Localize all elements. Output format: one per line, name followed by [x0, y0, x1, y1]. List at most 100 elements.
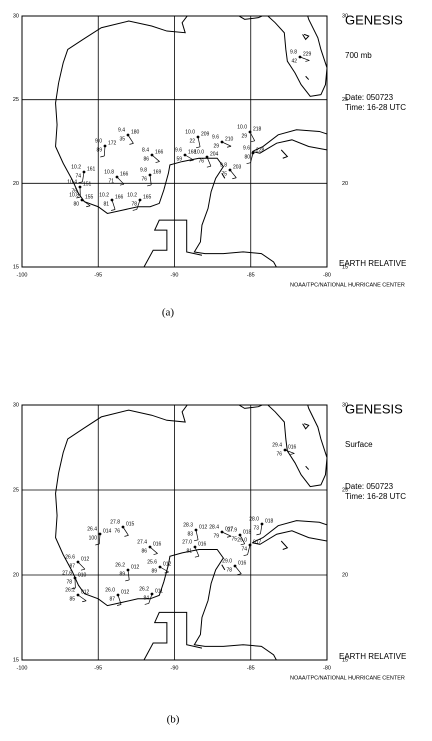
wind-barb: [251, 141, 255, 142]
station-value: 166: [115, 194, 124, 200]
station-value: 015: [126, 521, 135, 527]
credit: NOAA/TPC/NATIONAL HURRICANE CENTER: [290, 675, 405, 681]
y-tick-label: 20: [342, 572, 348, 578]
wind-barb: [198, 137, 200, 147]
station-value: 10.0: [194, 149, 204, 155]
station-value: 161: [87, 166, 96, 172]
station-plot: 9.8 229 42: [290, 49, 312, 64]
wind-barb: [120, 184, 124, 185]
station-value: 27.9: [227, 527, 237, 533]
station-value: 228: [256, 147, 265, 153]
station-value: 204: [210, 151, 219, 157]
station-value: 155: [85, 194, 94, 200]
station-value: 86: [143, 156, 149, 162]
wind-barb: [86, 206, 90, 207]
station-value: 9.8: [290, 49, 297, 55]
station-value: 012: [199, 524, 208, 530]
station-value: 87: [109, 596, 115, 602]
y-tick-label: 30: [13, 13, 19, 19]
station-value: 017: [253, 539, 262, 545]
wind-barb: [305, 60, 309, 61]
station-value: 79: [213, 533, 219, 539]
station-value: 28.3: [183, 522, 193, 528]
wind-barb: [117, 605, 121, 606]
station-value: 011: [155, 588, 163, 594]
station-value: 29.0: [222, 558, 232, 564]
station-value: 26.4: [87, 526, 97, 532]
wind-barb: [290, 453, 294, 454]
station-value: 016: [288, 444, 297, 450]
station-value: 26.2: [115, 562, 125, 568]
station-value: 10.8: [104, 169, 114, 175]
y-tick-label: 20: [13, 572, 19, 578]
station-value: 27.6: [62, 570, 72, 576]
station-value: 010: [78, 572, 87, 578]
frame-note: EARTH RELATIVE: [339, 652, 406, 661]
station-value: 014: [103, 528, 112, 534]
wind-barb: [241, 544, 245, 545]
station-value: 012: [81, 556, 90, 562]
station-value: 100: [89, 535, 98, 541]
wind-barb: [256, 534, 260, 535]
x-tick-label: -80: [323, 272, 331, 278]
wind-barb: [112, 200, 115, 210]
station-value: 169: [153, 169, 162, 175]
station-value: 151: [83, 181, 92, 187]
station-value: 81: [103, 201, 109, 207]
station-value: 28.4: [209, 524, 219, 530]
station-value: 89: [119, 571, 125, 577]
station-value: 26.2: [65, 587, 75, 593]
wind-barb: [78, 595, 86, 601]
station-value: 80: [244, 154, 250, 160]
station-value: 81: [186, 548, 192, 554]
wind-barb: [230, 170, 236, 178]
station-value: 229: [303, 51, 312, 57]
x-tick-label: -100: [16, 665, 27, 671]
station-value: 210: [225, 136, 234, 142]
time: Time: 16-28 UTC: [345, 103, 406, 112]
station-value: 180: [131, 129, 140, 135]
station-value: 29: [213, 143, 219, 149]
wind-barb: [78, 182, 82, 183]
wind-barb: [124, 535, 128, 536]
wind-barb: [196, 530, 198, 540]
station-value: 71: [108, 178, 114, 184]
station-value: 172: [108, 140, 117, 146]
wind-barb: [247, 163, 251, 164]
station-value: 203: [233, 164, 242, 170]
station-value: 218: [253, 126, 262, 132]
wind-barb: [123, 527, 128, 535]
y-tick-label: 15: [13, 657, 19, 663]
wind-barb: [133, 209, 137, 210]
station-value: 76: [141, 176, 147, 182]
station-value: 10.2: [71, 164, 81, 170]
wind-barb: [129, 143, 133, 144]
station-value: 25.6: [147, 559, 157, 565]
station-value: 9.0: [95, 138, 102, 144]
wind-barb: [156, 162, 160, 163]
wind-barb: [195, 547, 199, 556]
station-value: 42: [291, 58, 297, 64]
wind-barb: [78, 562, 85, 569]
wind-barb: [195, 556, 199, 557]
x-tick-label: -90: [171, 665, 179, 671]
credit: NOAA/TPC/NATIONAL HURRICANE CENTER: [290, 282, 405, 288]
station-plot: 26.4 014 100: [87, 526, 111, 545]
station-value: 26.2: [139, 586, 149, 592]
time: Time: 16-28 UTC: [345, 492, 406, 501]
station-value: 74: [241, 546, 247, 552]
wind-barb: [222, 142, 231, 146]
station-value: 83: [187, 531, 193, 537]
station-value: 166: [120, 171, 129, 177]
station-value: 78: [131, 201, 137, 207]
x-tick-label: -100: [16, 272, 27, 278]
station-value: 9.8: [140, 167, 147, 173]
level: Surface: [345, 440, 373, 449]
